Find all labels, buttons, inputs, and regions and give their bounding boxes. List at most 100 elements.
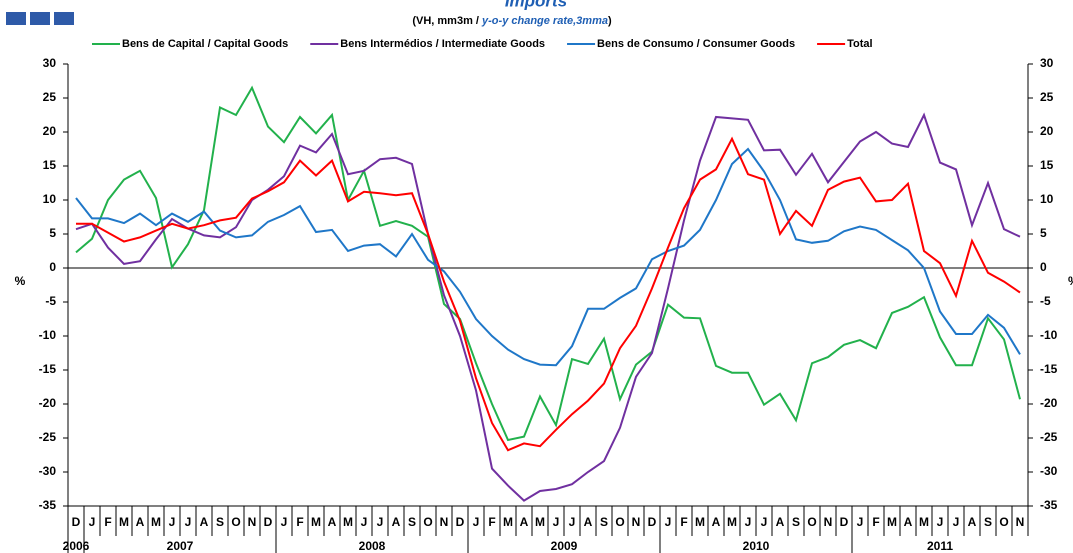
- x-tick-label: M: [727, 515, 737, 529]
- y2-tick-label: 25: [1040, 90, 1054, 104]
- x-tick-label: S: [792, 515, 800, 529]
- x-tick-label: M: [695, 515, 705, 529]
- x-tick-label: J: [953, 515, 960, 529]
- year-label: 2006: [63, 539, 90, 553]
- x-tick-label: F: [104, 515, 111, 529]
- year-label: 2010: [743, 539, 770, 553]
- x-tick-label: O: [615, 515, 624, 529]
- y-tick-label: 15: [43, 158, 57, 172]
- y2-tick-label: 5: [1040, 226, 1047, 240]
- x-tick-label: J: [937, 515, 944, 529]
- year-label: 2008: [359, 539, 386, 553]
- x-tick-label: J: [169, 515, 176, 529]
- x-tick-label: A: [584, 515, 593, 529]
- x-tick-label: A: [136, 515, 145, 529]
- series-line: [75, 147, 1021, 367]
- y-tick-label: -25: [39, 430, 57, 444]
- x-tick-label: M: [311, 515, 321, 529]
- y-tick-label: -15: [39, 362, 57, 376]
- logo-square: [54, 12, 74, 25]
- x-tick-label: O: [999, 515, 1008, 529]
- x-tick-label: M: [503, 515, 513, 529]
- x-tick-label: O: [807, 515, 816, 529]
- y-tick-label: -20: [39, 396, 57, 410]
- chart-subtitle: (VH, mm3m / y-o-y change rate,3mma): [412, 15, 612, 27]
- x-tick-label: O: [231, 515, 240, 529]
- x-tick-label: J: [665, 515, 672, 529]
- x-tick-label: A: [200, 515, 209, 529]
- x-tick-label: F: [488, 515, 495, 529]
- x-tick-label: J: [185, 515, 192, 529]
- x-tick-label: S: [408, 515, 416, 529]
- legend-label: Total: [847, 38, 872, 50]
- x-tick-label: D: [840, 515, 849, 529]
- x-tick-label: J: [857, 515, 864, 529]
- legend-label: Bens de Consumo / Consumer Goods: [597, 38, 795, 50]
- x-tick-label: F: [680, 515, 687, 529]
- x-tick-label: J: [281, 515, 288, 529]
- x-tick-label: F: [872, 515, 879, 529]
- y2-tick-label: -20: [1040, 396, 1058, 410]
- x-tick-label: J: [745, 515, 752, 529]
- y-tick-label: -30: [39, 464, 57, 478]
- y-tick-label: 20: [43, 124, 57, 138]
- x-tick-label: J: [553, 515, 560, 529]
- x-tick-label: A: [968, 515, 977, 529]
- x-tick-label: F: [296, 515, 303, 529]
- x-tick-label: A: [776, 515, 785, 529]
- series-line: [76, 136, 1021, 452]
- x-tick-label: M: [535, 515, 545, 529]
- x-tick-label: N: [440, 515, 449, 529]
- x-tick-label: N: [824, 515, 833, 529]
- y2-tick-label: 0: [1040, 260, 1047, 274]
- x-tick-label: M: [887, 515, 897, 529]
- chart-title: Imports: [505, 0, 567, 10]
- logo: [6, 12, 74, 25]
- x-tick-label: D: [648, 515, 657, 529]
- series-line: [75, 112, 1021, 502]
- series-line: [75, 85, 1021, 442]
- y2-tick-label: -5: [1040, 294, 1051, 308]
- year-label: 2007: [167, 539, 194, 553]
- y-tick-label: 30: [43, 56, 57, 70]
- x-tick-label: S: [216, 515, 224, 529]
- x-tick-label: A: [712, 515, 721, 529]
- x-tick-label: N: [632, 515, 641, 529]
- x-tick-label: M: [119, 515, 129, 529]
- y2-tick-label: -30: [1040, 464, 1058, 478]
- x-tick-label: A: [328, 515, 337, 529]
- x-tick-label: D: [72, 515, 81, 529]
- x-tick-label: A: [904, 515, 913, 529]
- x-tick-label: N: [248, 515, 257, 529]
- y2-tick-label: -10: [1040, 328, 1058, 342]
- x-tick-label: J: [361, 515, 368, 529]
- x-tick-label: O: [423, 515, 432, 529]
- y-axis-label: %: [15, 274, 26, 288]
- x-tick-label: J: [473, 515, 480, 529]
- x-tick-label: N: [1016, 515, 1025, 529]
- x-tick-label: A: [392, 515, 401, 529]
- legend-label: Bens de Capital / Capital Goods: [122, 38, 288, 50]
- x-tick-label: S: [600, 515, 608, 529]
- x-tick-label: D: [456, 515, 465, 529]
- y2-tick-label: 20: [1040, 124, 1054, 138]
- x-tick-label: M: [919, 515, 929, 529]
- y-tick-label: -10: [39, 328, 57, 342]
- x-tick-label: S: [984, 515, 992, 529]
- subtitle-suffix: ): [608, 15, 612, 27]
- x-tick-label: M: [343, 515, 353, 529]
- y-tick-label: 0: [49, 260, 56, 274]
- logo-square: [30, 12, 50, 25]
- subtitle-prefix: (VH, mm3m /: [412, 15, 482, 27]
- y-tick-label: 10: [43, 192, 57, 206]
- y2-tick-label: 15: [1040, 158, 1054, 172]
- subtitle-emphasis: y-o-y change rate,3mma: [481, 15, 608, 27]
- y-tick-label: 25: [43, 90, 57, 104]
- y-tick-label: -5: [45, 294, 56, 308]
- y2-tick-label: -35: [1040, 498, 1058, 512]
- legend-label: Bens Intermédios / Intermediate Goods: [340, 38, 545, 50]
- logo-square: [6, 12, 26, 25]
- x-tick-label: J: [89, 515, 96, 529]
- year-label: 2011: [927, 539, 953, 553]
- y2-tick-label: -15: [1040, 362, 1058, 376]
